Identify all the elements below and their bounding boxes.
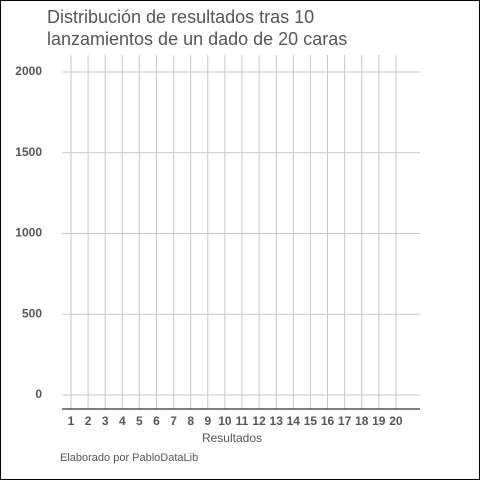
x-tick-label: 8 [187, 414, 194, 428]
x-tick-label: 12 [252, 414, 266, 428]
x-tick-label: 17 [338, 414, 352, 428]
y-tick-label: 500 [22, 306, 42, 320]
x-tick-label: 13 [270, 414, 284, 428]
x-tick-label: 10 [218, 414, 232, 428]
x-tick-label: 3 [102, 414, 109, 428]
chart-title: lanzamientos de un dado de 20 caras [47, 29, 347, 49]
x-axis-label: Resultados [202, 431, 262, 445]
x-tick-label: 16 [321, 414, 335, 428]
x-tick-label: 2 [85, 414, 92, 428]
x-tick-label: 4 [119, 414, 126, 428]
x-tick-label: 18 [355, 414, 369, 428]
caption: Elaborado por PabloDataLib [60, 452, 198, 464]
x-tick-label: 1 [68, 414, 75, 428]
chart-title: Distribución de resultados tras 10 [47, 7, 314, 27]
x-tick-label: 11 [236, 414, 249, 428]
x-tick-label: 5 [136, 414, 143, 428]
y-tick-label: 2000 [15, 64, 42, 78]
x-tick-label: 15 [304, 414, 318, 428]
x-tick-label: 7 [170, 414, 177, 428]
y-tick-label: 0 [35, 387, 42, 401]
x-tick-label: 6 [153, 414, 160, 428]
x-tick-label: 20 [389, 414, 403, 428]
x-tick-label: 14 [287, 414, 301, 428]
y-tick-label: 1000 [15, 226, 42, 240]
x-tick-label: 9 [204, 414, 211, 428]
x-tick-label: 19 [372, 414, 386, 428]
y-tick-label: 1500 [15, 145, 42, 159]
